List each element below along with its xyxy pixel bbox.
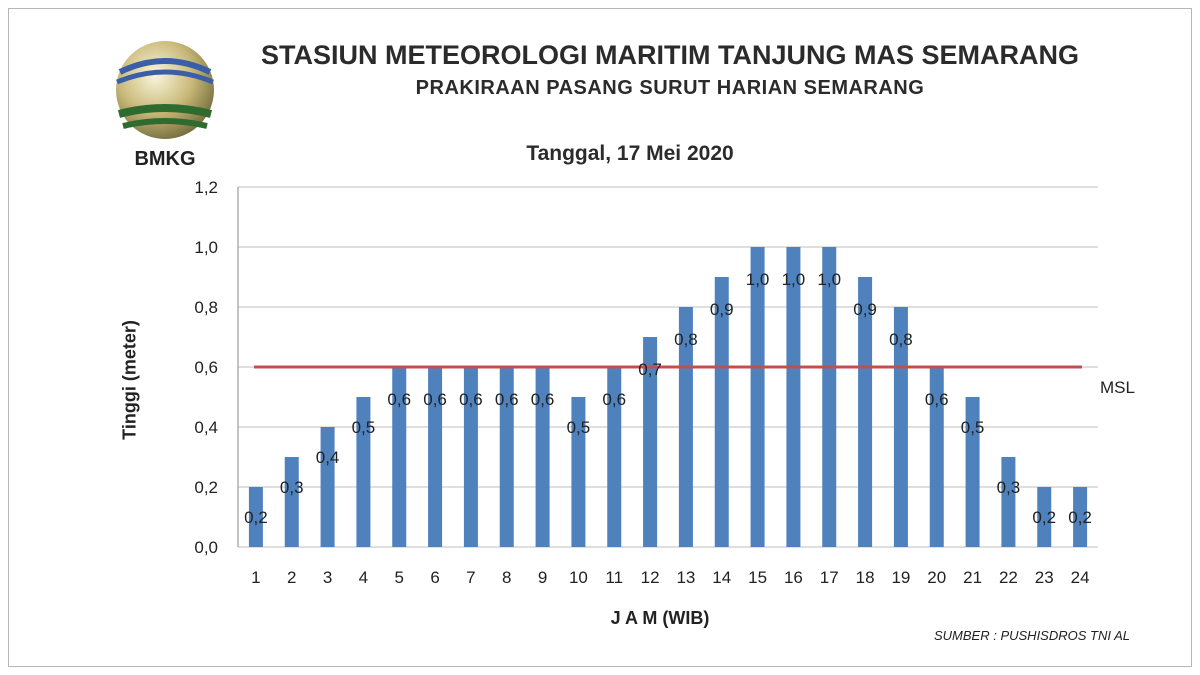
data-label: 1,0 bbox=[817, 270, 841, 289]
bar bbox=[929, 367, 944, 547]
chart-subtitle: PRAKIRAAN PASANG SURUT HARIAN SEMARANG bbox=[415, 77, 925, 99]
x-tick-label: 12 bbox=[641, 568, 660, 587]
x-tick-label: 10 bbox=[569, 568, 588, 587]
chart-title: STASIUN METEOROLOGI MARITIM TANJUNG MAS … bbox=[261, 40, 1079, 70]
x-tick-label: 19 bbox=[891, 568, 910, 587]
y-tick-label: 1,0 bbox=[194, 238, 218, 257]
x-tick-label: 22 bbox=[999, 568, 1018, 587]
bar bbox=[392, 367, 407, 547]
data-label: 0,2 bbox=[1032, 508, 1056, 527]
msl-label: MSL bbox=[1100, 378, 1135, 397]
x-tick-label: 8 bbox=[502, 568, 511, 587]
y-tick-label: 0,6 bbox=[194, 358, 218, 377]
y-axis-label: Tinggi (meter) bbox=[119, 320, 140, 440]
bar bbox=[1001, 457, 1016, 547]
bar bbox=[858, 277, 873, 547]
x-tick-label: 24 bbox=[1071, 568, 1090, 587]
bar bbox=[1037, 487, 1052, 547]
bar bbox=[822, 247, 837, 547]
bar bbox=[607, 367, 622, 547]
data-label: 1,0 bbox=[746, 270, 770, 289]
data-label: 0,6 bbox=[531, 390, 555, 409]
bar bbox=[714, 277, 729, 547]
data-label: 0,9 bbox=[710, 300, 734, 319]
data-label: 0,6 bbox=[423, 390, 447, 409]
data-label: 0,6 bbox=[925, 390, 949, 409]
data-label: 0,2 bbox=[244, 508, 268, 527]
x-tick-label: 4 bbox=[359, 568, 368, 587]
x-tick-label: 17 bbox=[820, 568, 839, 587]
data-label: 0,9 bbox=[853, 300, 877, 319]
bar bbox=[463, 367, 478, 547]
data-label: 0,7 bbox=[638, 360, 662, 379]
data-label: 0,5 bbox=[961, 418, 985, 437]
bar bbox=[535, 367, 550, 547]
bar bbox=[320, 427, 335, 547]
chart-frame bbox=[8, 8, 1192, 667]
y-tick-label: 0,8 bbox=[194, 298, 218, 317]
data-label: 0,8 bbox=[889, 330, 913, 349]
x-tick-label: 18 bbox=[856, 568, 875, 587]
x-tick-label: 15 bbox=[748, 568, 767, 587]
data-label: 0,6 bbox=[495, 390, 519, 409]
data-label: 0,4 bbox=[316, 448, 340, 467]
x-tick-label: 16 bbox=[784, 568, 803, 587]
data-label: 0,3 bbox=[997, 478, 1021, 497]
x-tick-label: 6 bbox=[430, 568, 439, 587]
data-label: 0,5 bbox=[567, 418, 591, 437]
x-tick-label: 13 bbox=[676, 568, 695, 587]
x-tick-label: 1 bbox=[251, 568, 260, 587]
x-tick-label: 14 bbox=[712, 568, 731, 587]
x-tick-label: 5 bbox=[395, 568, 404, 587]
bar bbox=[786, 247, 801, 547]
logo-text: BMKG bbox=[134, 148, 196, 170]
bar bbox=[571, 397, 586, 547]
chart-date: Tanggal, 17 Mei 2020 bbox=[526, 142, 734, 165]
x-tick-label: 21 bbox=[963, 568, 982, 587]
data-label: 0,6 bbox=[387, 390, 411, 409]
source-note: SUMBER : PUSHISDROS TNI AL bbox=[934, 628, 1130, 643]
y-tick-label: 1,2 bbox=[194, 178, 218, 197]
bar bbox=[1073, 487, 1088, 547]
bar bbox=[284, 457, 299, 547]
bar bbox=[356, 397, 371, 547]
data-label: 0,5 bbox=[352, 418, 376, 437]
x-tick-label: 11 bbox=[605, 568, 623, 587]
bar bbox=[965, 397, 980, 547]
x-tick-label: 7 bbox=[466, 568, 475, 587]
y-tick-label: 0,2 bbox=[194, 478, 218, 497]
x-tick-label: 9 bbox=[538, 568, 547, 587]
data-label: 0,2 bbox=[1068, 508, 1092, 527]
x-axis-label: J A M (WIB) bbox=[610, 608, 710, 628]
data-label: 0,8 bbox=[674, 330, 698, 349]
y-tick-label: 0,0 bbox=[194, 538, 218, 557]
data-label: 0,3 bbox=[280, 478, 304, 497]
y-tick-label: 0,4 bbox=[194, 418, 218, 437]
bar bbox=[428, 367, 443, 547]
x-tick-label: 2 bbox=[287, 568, 296, 587]
data-label: 0,6 bbox=[459, 390, 483, 409]
bar bbox=[499, 367, 514, 547]
bar bbox=[643, 337, 658, 547]
x-tick-label: 20 bbox=[927, 568, 946, 587]
bar bbox=[750, 247, 765, 547]
data-label: 1,0 bbox=[782, 270, 806, 289]
x-tick-label: 23 bbox=[1035, 568, 1054, 587]
bmkg-logo bbox=[116, 41, 214, 139]
data-label: 0,6 bbox=[602, 390, 626, 409]
x-tick-label: 3 bbox=[323, 568, 332, 587]
bar bbox=[248, 487, 263, 547]
